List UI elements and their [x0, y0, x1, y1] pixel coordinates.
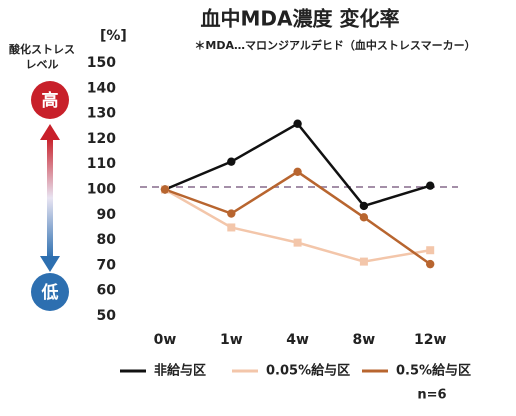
y-tick-label: 70	[97, 257, 117, 273]
y-axis-label: [%]	[100, 28, 127, 44]
x-tick-label: 8w	[353, 332, 376, 348]
y-tick-label: 110	[87, 156, 116, 172]
y-tick-label: 60	[97, 283, 117, 299]
arrow-shaft	[47, 138, 53, 258]
series-line	[164, 170, 431, 266]
marker	[359, 201, 369, 211]
y-tick-label: 150	[87, 55, 116, 71]
y-tick-label: 80	[97, 232, 117, 248]
marker	[160, 185, 170, 194]
marker	[426, 259, 435, 269]
legend-label: 0.05%給与区	[266, 363, 350, 379]
low-badge	[31, 273, 69, 311]
chart-title: 血中MDA濃度 変化率	[201, 7, 400, 31]
marker	[359, 213, 369, 222]
high-label: 高	[42, 90, 59, 111]
side-label: レベル	[26, 58, 59, 71]
note: n=6	[417, 388, 446, 403]
marker	[426, 181, 435, 190]
marker	[293, 119, 302, 128]
y-tick-label: 130	[87, 106, 116, 122]
side-label: 酸化ストレス	[9, 42, 75, 56]
arrow-head	[40, 256, 60, 272]
marker	[227, 157, 236, 166]
y-tick-label: 140	[87, 80, 116, 96]
marker	[293, 167, 302, 176]
legend-label: 0.5%給与区	[396, 363, 471, 379]
series-line	[164, 188, 431, 263]
series-line	[164, 122, 431, 208]
marker	[359, 257, 368, 266]
y-tick-label: 120	[87, 131, 116, 147]
y-tick-label: 90	[97, 207, 117, 223]
marker	[227, 223, 236, 232]
x-tick-label: 4w	[286, 332, 309, 348]
marker	[293, 238, 302, 247]
low-label: 低	[41, 282, 59, 303]
x-tick-label: 0w	[154, 332, 177, 348]
high-badge	[31, 81, 69, 119]
marker	[227, 209, 236, 218]
arrow-head	[40, 124, 60, 140]
x-tick-label: 1w	[220, 332, 243, 348]
x-tick-label: 12w	[414, 332, 446, 348]
y-tick-label: 50	[97, 308, 117, 324]
subtitle: ＊MDA…マロンジアルデヒド（血中ストレスマーカー）	[194, 38, 475, 52]
y-tick-label: 100	[87, 182, 116, 198]
legend-label: 非給与区	[154, 363, 206, 379]
marker	[426, 246, 435, 255]
